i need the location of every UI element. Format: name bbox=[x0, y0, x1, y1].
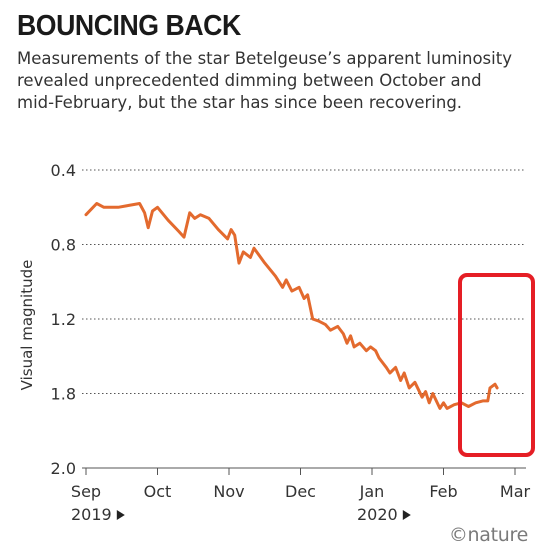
x-tick-year-label: 2020 bbox=[357, 505, 398, 524]
x-axis-ticks: Sep 2019 Oct Nov Dec Jan 2020 Feb Mar bbox=[71, 468, 531, 524]
y-tick-label: 0.4 bbox=[51, 161, 76, 180]
x-tick-label: Mar bbox=[500, 482, 531, 501]
highlight-box bbox=[458, 273, 535, 457]
x-tick-label: Oct bbox=[144, 482, 172, 501]
year-arrow-icon bbox=[116, 510, 125, 520]
chart-subtitle: Measurements of the star Betelgeuse’s ap… bbox=[17, 49, 512, 112]
x-tick-year-label: 2019 bbox=[71, 505, 112, 524]
x-tick-label: Feb bbox=[429, 482, 457, 501]
y-tick-label: 2.0 bbox=[51, 459, 76, 478]
series-line-visual-magnitude bbox=[84, 202, 499, 410]
y-axis-title: Visual magnitude bbox=[18, 260, 36, 391]
x-tick-label: Sep bbox=[71, 482, 101, 501]
nature-logo: ©nature bbox=[448, 524, 528, 546]
x-tick-label: Jan bbox=[359, 482, 385, 501]
y-tick-label: 0.8 bbox=[51, 236, 76, 255]
y-tick-label: 1.2 bbox=[51, 310, 76, 329]
year-arrow-icon bbox=[402, 510, 411, 520]
y-axis-ticks: 0.4 0.8 1.2 1.8 2.0 bbox=[51, 161, 76, 478]
x-tick-label: Nov bbox=[213, 482, 244, 501]
x-tick-label: Dec bbox=[285, 482, 316, 501]
y-tick-label: 1.8 bbox=[51, 385, 76, 404]
chart-title: BOUNCING BACK bbox=[17, 10, 241, 42]
